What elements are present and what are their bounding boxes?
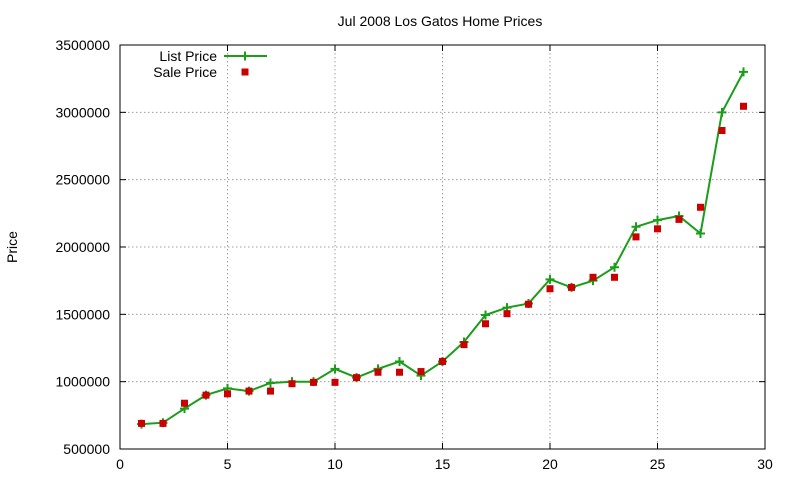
sale-price-point — [675, 215, 683, 223]
y-tick-label: 1000000 — [55, 374, 110, 390]
sale-price-point — [267, 387, 274, 395]
sale-price-point — [159, 419, 167, 427]
list-price-point — [717, 107, 727, 117]
sale-price-point — [632, 233, 640, 241]
y-tick-label: 500000 — [63, 441, 110, 457]
sale-price-point — [589, 273, 597, 281]
grid-lines — [120, 45, 765, 449]
sale-price-point — [374, 368, 382, 376]
list-price-point — [631, 222, 641, 232]
sale-price-point — [396, 368, 403, 376]
list-price-point — [653, 215, 662, 225]
legend-marker-sale-price — [241, 68, 249, 76]
x-tick-label: 5 — [224, 456, 232, 472]
legend-marker-list-price — [240, 51, 250, 61]
sale-price-point — [568, 283, 575, 291]
x-tick-label: 0 — [116, 456, 124, 472]
y-tick-label: 3000000 — [55, 104, 110, 120]
sale-price-point — [654, 225, 661, 233]
sale-price-point — [740, 102, 747, 110]
y-axis-label: Price — [4, 231, 20, 263]
sale-price-point — [353, 374, 360, 382]
sale-price-point — [503, 310, 511, 318]
list-price-line — [141, 71, 745, 426]
sale-price-point — [138, 419, 145, 427]
sale-price-point — [417, 368, 425, 376]
list-price-point — [545, 274, 555, 284]
sale-price-point — [546, 285, 554, 293]
sale-price-point — [331, 378, 339, 386]
list-price-point — [330, 364, 340, 374]
list-price-point — [266, 378, 275, 388]
sale-price-point — [439, 357, 446, 365]
list-price-point — [610, 262, 619, 272]
x-tick-label: 15 — [435, 456, 451, 472]
axis-ticks — [119, 44, 766, 450]
sale-price-point — [718, 127, 726, 135]
y-tick-label: 2500000 — [55, 172, 110, 188]
y-tick-label: 3500000 — [55, 37, 110, 53]
y-tick-label: 1500000 — [55, 306, 110, 322]
sale-price-point — [245, 387, 253, 395]
series-layer — [137, 67, 748, 429]
x-tick-label: 20 — [542, 456, 558, 472]
chart-title: Jul 2008 Los Gatos Home Prices — [338, 13, 543, 29]
sale-price-point — [181, 399, 188, 407]
sale-price-point — [460, 341, 468, 349]
sale-price-point — [697, 203, 704, 211]
legend-label-sale-price: Sale Price — [153, 64, 217, 80]
sale-price-point — [525, 300, 532, 308]
legend-label-list-price: List Price — [159, 48, 217, 64]
legend: List Price Sale Price — [153, 48, 267, 80]
x-tick-label: 30 — [757, 456, 773, 472]
list-price-point — [696, 229, 705, 239]
y-tick-label: 2000000 — [55, 239, 110, 255]
sale-price-point — [310, 378, 317, 386]
x-tick-label: 25 — [650, 456, 666, 472]
sale-price-point — [288, 380, 296, 388]
list-price-point — [481, 310, 490, 320]
list-price-point — [395, 356, 404, 366]
x-tick-label: 10 — [327, 456, 343, 472]
list-price-point — [739, 67, 748, 77]
sale-price-point — [482, 320, 489, 328]
sale-price-point — [224, 390, 231, 398]
sale-price-point — [611, 273, 618, 281]
sale-price-point — [202, 391, 210, 399]
